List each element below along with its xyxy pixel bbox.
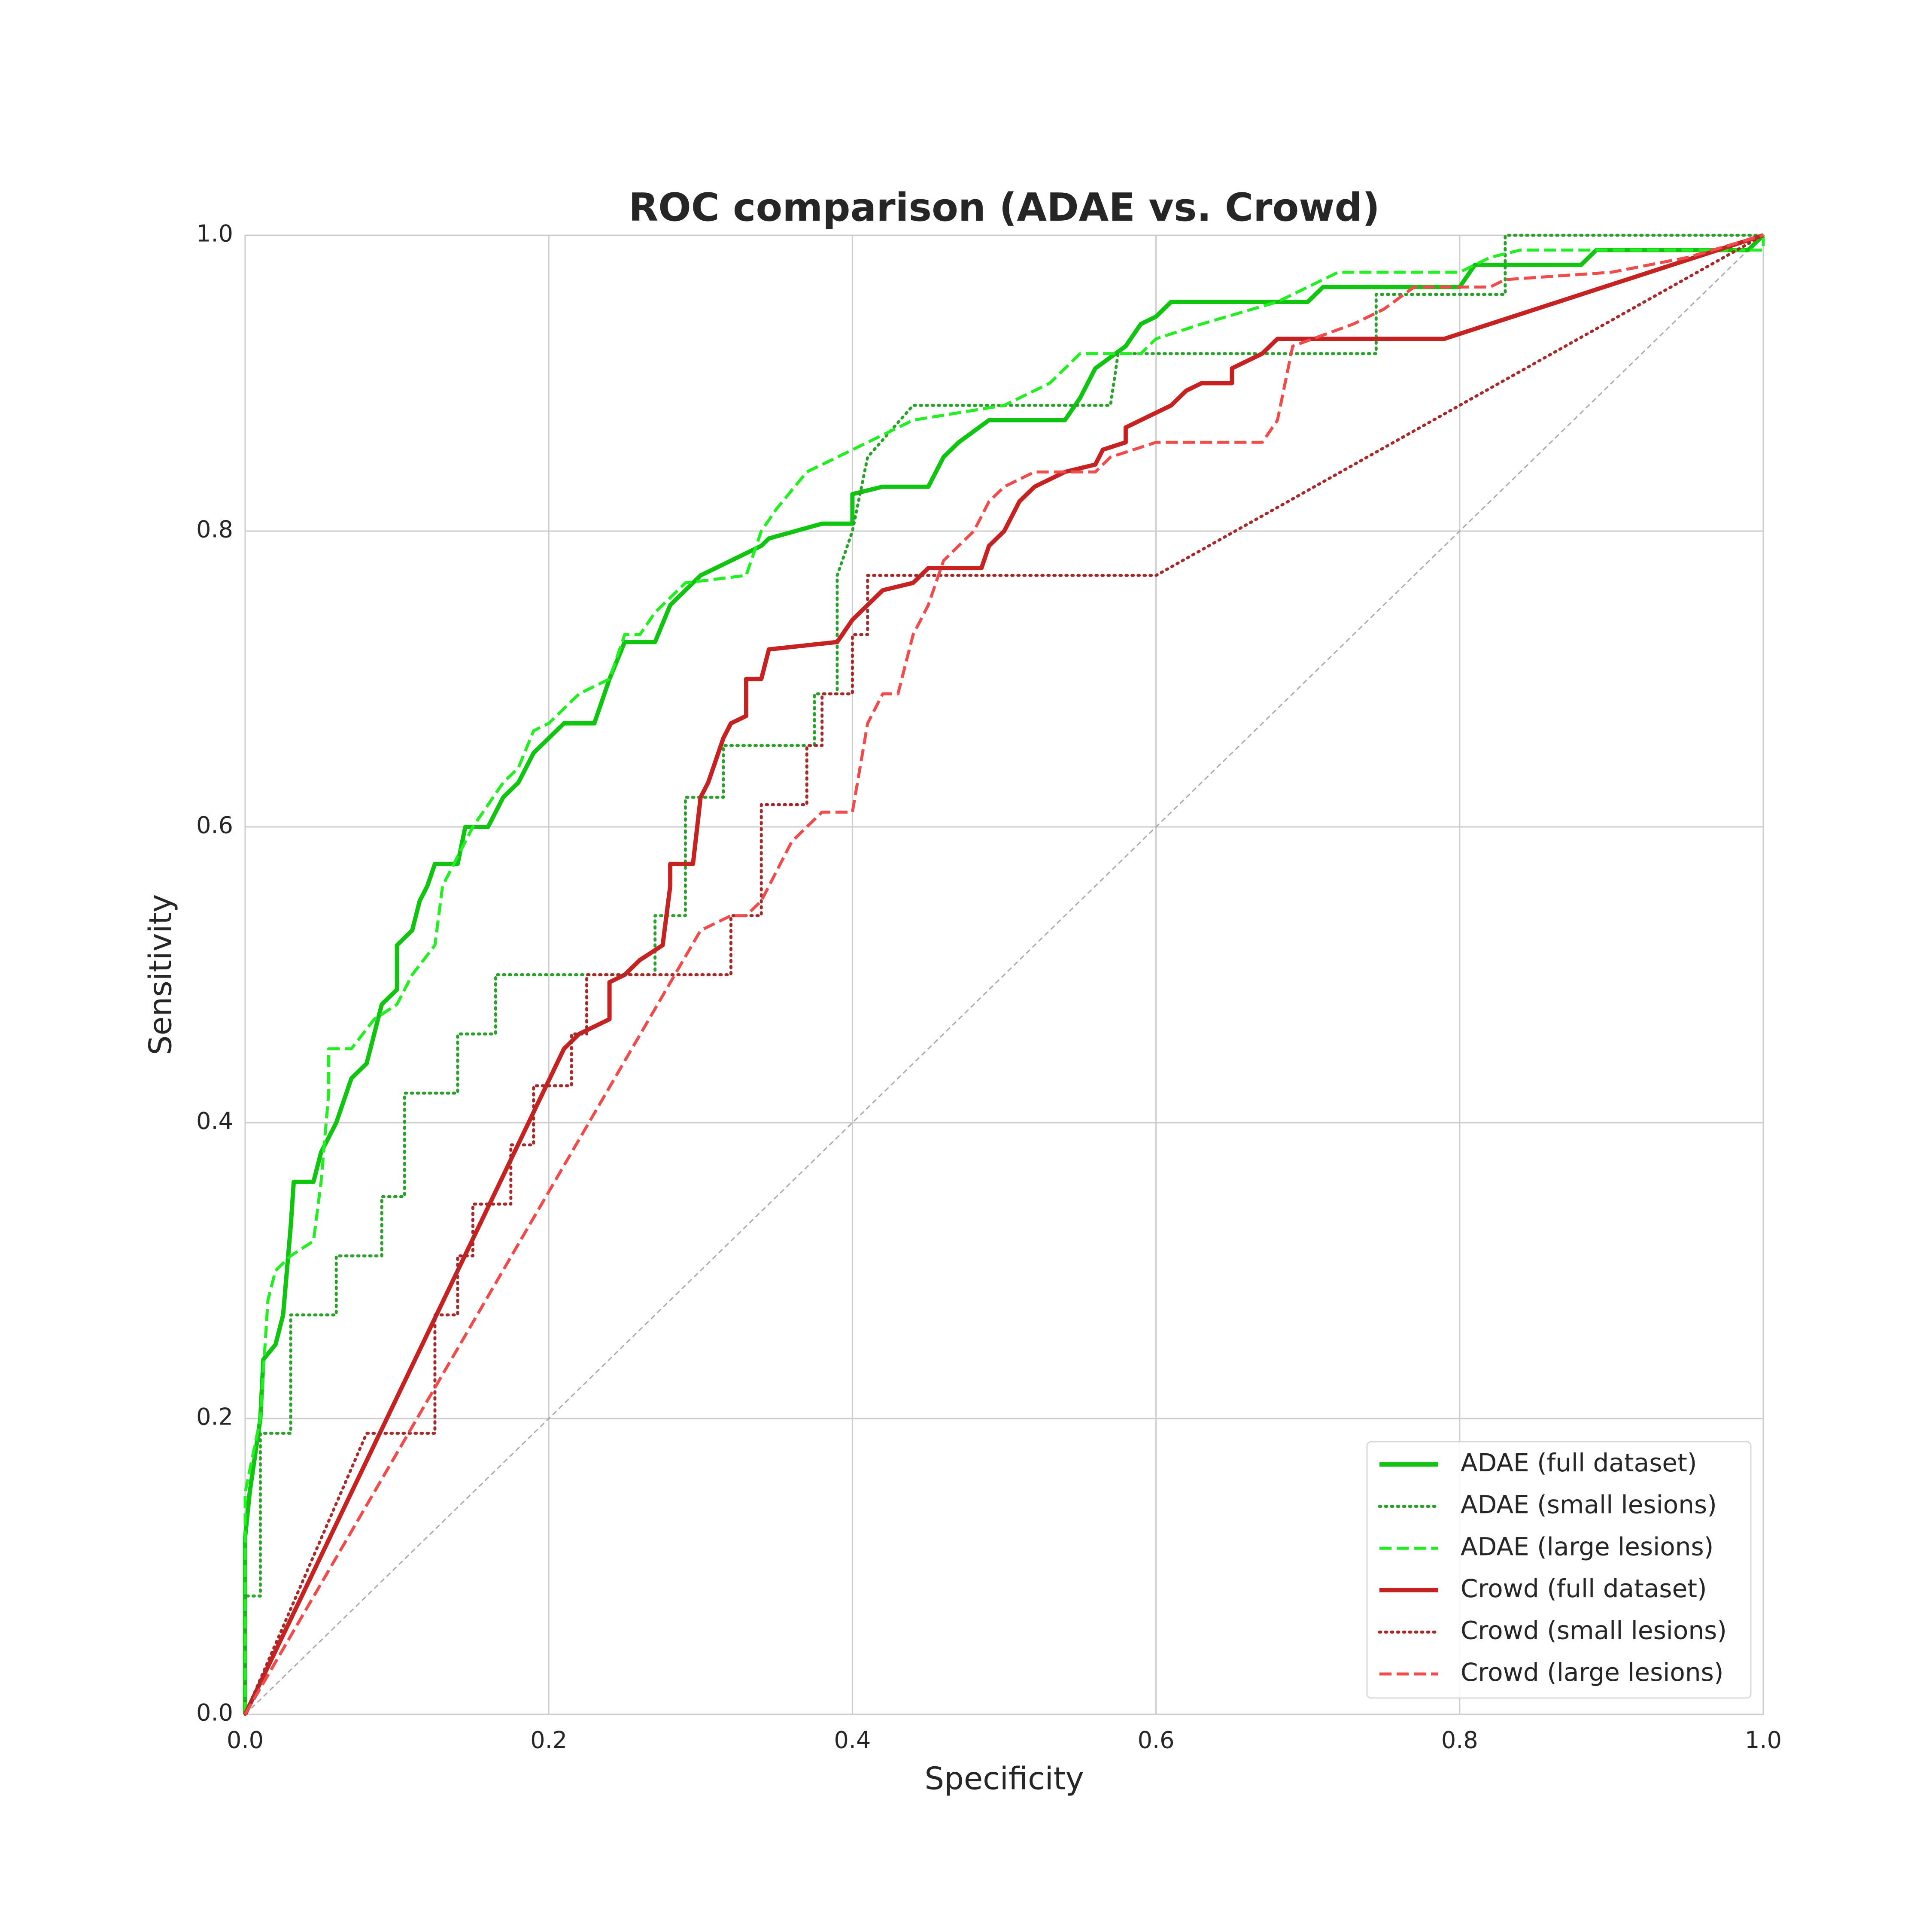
x-tick-label: 0.8 [1441,1727,1478,1754]
roc-curve [243,235,1765,1714]
y-tick-label: 0.2 [196,1403,233,1431]
y-tick-label: 0.6 [196,812,233,839]
plot-frame [244,234,1764,1715]
roc-curve [243,234,1765,1716]
roc-curve [243,234,1764,1715]
chance-line [244,234,1764,1715]
legend-label: Crowd (full dataset) [1461,1574,1707,1603]
legend: ADAE (full dataset) ADAE (small lesions) A… [1366,1441,1752,1699]
y-axis-label: Sensitivity [143,894,179,1055]
y-tick-label: 0.0 [196,1699,233,1726]
x-tick-label: 0.0 [227,1727,264,1754]
legend-label: Crowd (large lesions) [1461,1658,1724,1687]
legend-label: ADAE (small lesions) [1461,1490,1717,1519]
roc-curve [243,234,1765,1716]
x-tick-label: 0.6 [1138,1727,1175,1754]
chart-title: ROC comparison (ADAE vs. Crowd) [629,185,1380,230]
y-tick-label: 1.0 [196,220,233,247]
x-axis-label: Specificity [924,1761,1084,1797]
x-tick-label: 0.4 [834,1727,871,1754]
legend-label: ADAE (full dataset) [1461,1448,1697,1477]
legend-label: ADAE (large lesions) [1461,1532,1713,1561]
legend-label: Crowd (small lesions) [1461,1616,1727,1645]
y-tick-label: 0.4 [196,1108,233,1135]
x-tick-label: 0.2 [530,1727,567,1754]
legend-box [1366,1441,1752,1699]
y-tick-label: 0.8 [196,516,233,543]
x-tick-label: 1.0 [1745,1727,1782,1754]
